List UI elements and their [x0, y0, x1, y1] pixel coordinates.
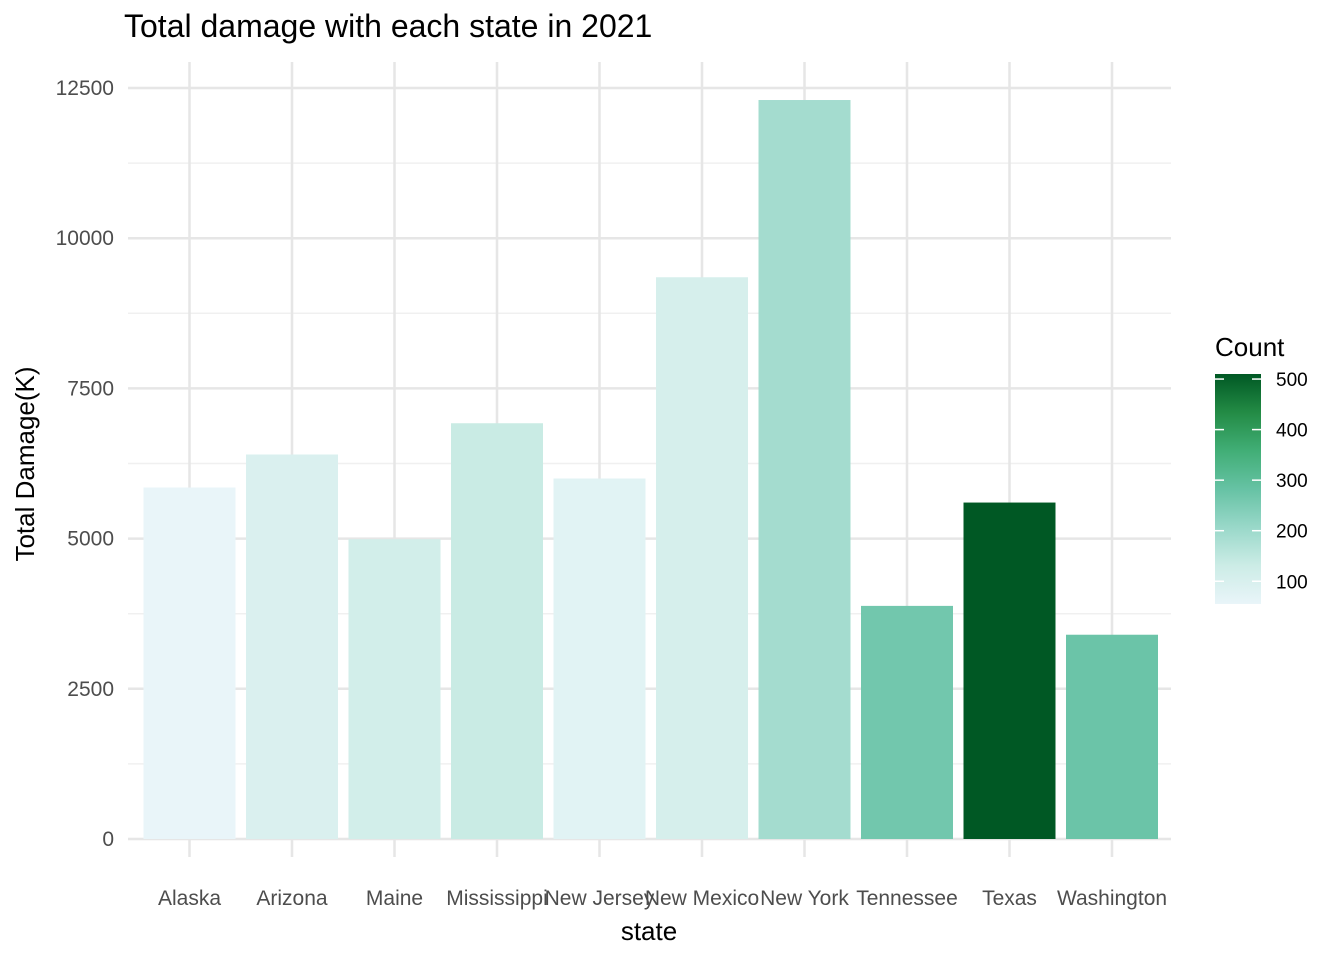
legend-colorbar — [1215, 374, 1261, 604]
y-tick-label: 5000 — [67, 528, 114, 551]
x-tick-label: Mississippi — [446, 887, 548, 910]
y-tick-label: 0 — [102, 828, 114, 851]
bars — [143, 100, 1158, 840]
legend-title: Count — [1215, 332, 1285, 362]
bar-new-jersey — [553, 478, 646, 839]
x-tick-label: New Mexico — [645, 887, 759, 910]
y-tick-label: 10000 — [56, 227, 114, 250]
bar-maine — [348, 539, 441, 839]
x-axis-title: state — [621, 916, 677, 946]
x-tick-label: Texas — [982, 887, 1037, 910]
chart-title: Total damage with each state in 2021 — [124, 8, 653, 44]
y-tick-label: 12500 — [56, 77, 114, 100]
bar-new-mexico — [656, 277, 748, 839]
x-tick-label: Arizona — [256, 887, 328, 910]
bar-tennessee — [861, 605, 953, 839]
y-axis-ticks: 0 2500 5000 7500 10000 12500 — [56, 77, 114, 851]
y-tick-label: 7500 — [67, 377, 114, 400]
bar-arizona — [246, 454, 338, 839]
x-tick-label: New Jersey — [545, 887, 655, 910]
legend-tick-label: 200 — [1276, 522, 1308, 543]
bar-mississippi — [451, 423, 543, 839]
x-tick-label: New York — [760, 887, 849, 910]
legend-tick-label: 300 — [1276, 471, 1308, 492]
legend-tick-label: 400 — [1276, 421, 1308, 442]
x-tick-label: Tennessee — [856, 887, 958, 910]
x-tick-label: Maine — [366, 887, 423, 910]
legend-ticks: 100 200 300 400 500 — [1215, 370, 1308, 593]
bar-alaska — [143, 487, 236, 839]
bar-new-york — [758, 100, 851, 840]
legend: Count 100 200 300 400 500 — [1215, 332, 1308, 604]
x-tick-label: Washington — [1057, 887, 1167, 910]
bar-washington — [1066, 634, 1158, 839]
y-tick-label: 2500 — [67, 678, 114, 701]
legend-tick-label: 500 — [1276, 370, 1308, 391]
y-axis-title: Total Damage(K) — [10, 366, 40, 561]
x-tick-label: Alaska — [158, 887, 221, 910]
legend-tick-label: 100 — [1276, 572, 1308, 593]
bar-texas — [963, 502, 1056, 839]
